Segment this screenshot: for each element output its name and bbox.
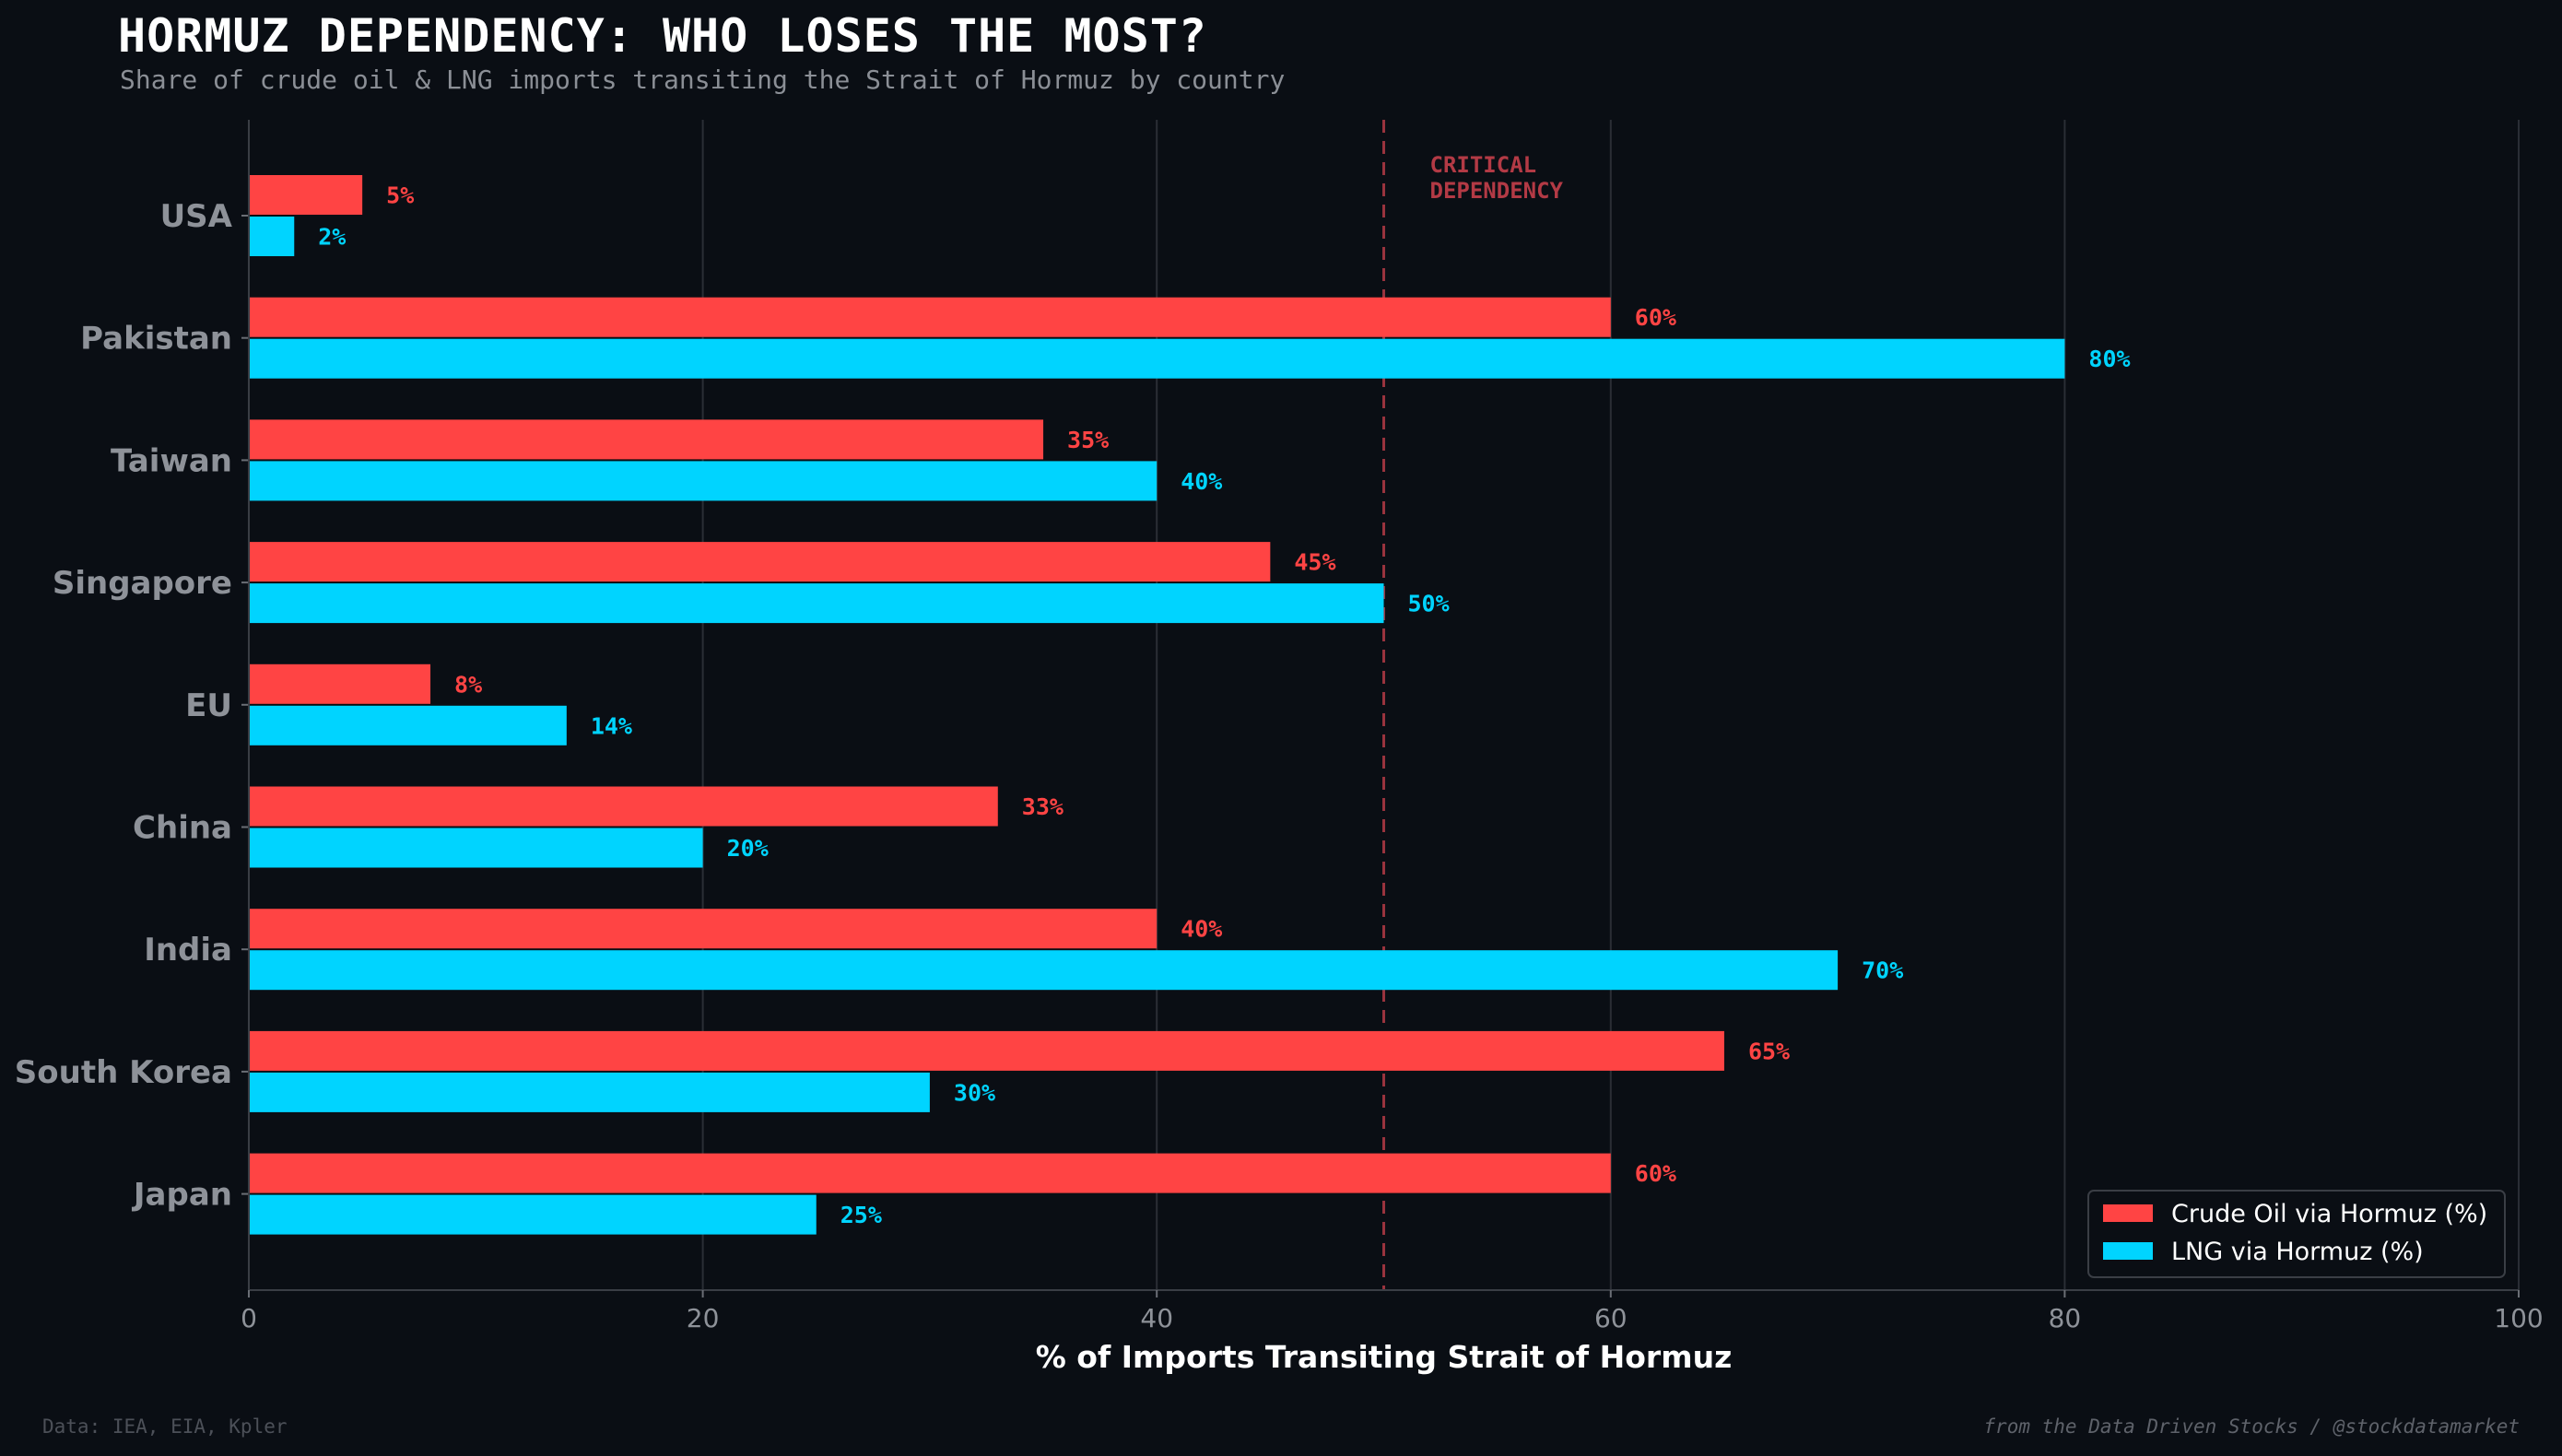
category-label-singapore: Singapore: [53, 565, 232, 602]
critical-label-line1: CRITICAL: [1430, 152, 1537, 178]
x-tick-label-0: 0: [241, 1303, 257, 1333]
bar-usa-lng: [249, 217, 295, 256]
category-label-taiwan: Taiwan: [111, 442, 232, 479]
category-label-pakistan: Pakistan: [80, 321, 232, 358]
value-label-pakistan-lng: 80%: [2088, 346, 2130, 372]
bar-eu-lng: [249, 705, 567, 746]
bar-india-crude: [249, 909, 1158, 949]
legend: Crude Oil via Hormuz (%) LNG via Hormuz (…: [2087, 1190, 2506, 1278]
value-label-south-korea-lng: 30%: [954, 1079, 995, 1106]
category-label-usa: USA: [160, 198, 233, 235]
chart-title: HORMUZ DEPENDENCY: WHO LOSES THE MOST?: [118, 9, 1207, 63]
legend-swatch-crude: [2103, 1204, 2153, 1222]
category-label-south-korea: South Korea: [15, 1054, 232, 1091]
bar-china-crude: [249, 786, 998, 827]
category-label-india: India: [144, 932, 232, 969]
value-label-singapore-crude: 45%: [1294, 549, 1335, 576]
bar-japan-crude: [249, 1153, 1611, 1193]
value-label-taiwan-lng: 40%: [1181, 468, 1222, 495]
value-label-india-crude: 40%: [1181, 916, 1222, 943]
value-label-japan-lng: 25%: [840, 1202, 882, 1228]
value-label-usa-crude: 5%: [386, 182, 414, 209]
critical-label-line2: DEPENDENCY: [1430, 178, 1564, 204]
value-label-south-korea-crude: 65%: [1748, 1038, 1790, 1064]
legend-box: [2087, 1190, 2506, 1278]
x-tick-label-20: 20: [687, 1303, 720, 1333]
bar-taiwan-lng: [249, 461, 1158, 501]
bar-usa-crude: [249, 175, 363, 215]
source-note: Data: IEA, EIA, Kpler: [42, 1415, 288, 1438]
legend-label-crude: Crude Oil via Hormuz (%): [2171, 1200, 2487, 1228]
x-tick-label-80: 80: [2049, 1303, 2082, 1333]
x-tick-label-40: 40: [1140, 1303, 1173, 1333]
x-axis-title: % of Imports Transiting Strait of Hormuz: [1036, 1339, 1733, 1375]
bar-singapore-crude: [249, 542, 1271, 582]
value-label-singapore-lng: 50%: [1408, 591, 1450, 617]
bar-taiwan-crude: [249, 419, 1044, 460]
bar-japan-lng: [249, 1194, 817, 1235]
bar-south-korea-lng: [249, 1072, 930, 1112]
value-label-china-crude: 33%: [1022, 793, 1064, 820]
bars: 5% 2% 60% 80% 35% 40% 45% 50% 8% 14% 33% 20% 40% 70% 6…: [249, 175, 2131, 1235]
bar-india-lng: [249, 950, 1839, 991]
axes: USA Pakistan Taiwan Singapore EU China India So…: [15, 120, 2544, 1375]
value-label-china-lng: 20%: [727, 835, 769, 862]
x-tick-label-60: 60: [1594, 1303, 1628, 1333]
value-label-taiwan-crude: 35%: [1067, 427, 1109, 453]
bar-pakistan-lng: [249, 338, 2065, 379]
value-label-india-lng: 70%: [1862, 957, 1903, 984]
category-label-eu: EU: [185, 687, 232, 724]
chart-subtitle: Share of crude oil & LNG imports transit…: [120, 65, 1286, 95]
bar-pakistan-crude: [249, 297, 1611, 337]
category-label-japan: Japan: [132, 1177, 232, 1214]
category-label-china: China: [133, 810, 232, 847]
bar-singapore-lng: [249, 583, 1384, 624]
legend-label-lng: LNG via Hormuz (%): [2171, 1238, 2424, 1266]
value-label-pakistan-crude: 60%: [1635, 304, 1676, 331]
bar-south-korea-crude: [249, 1030, 1724, 1071]
legend-swatch-lng: [2103, 1242, 2153, 1260]
bar-eu-crude: [249, 663, 431, 704]
value-label-usa-lng: 2%: [318, 224, 346, 251]
value-label-eu-crude: 8%: [454, 671, 482, 698]
bar-china-lng: [249, 828, 703, 868]
x-tick-label-100: 100: [2494, 1303, 2543, 1333]
credit-note: from the Data Driven Stocks / @stockdata…: [1983, 1415, 2520, 1438]
value-label-eu-lng: 14%: [591, 712, 632, 739]
value-label-japan-crude: 60%: [1635, 1160, 1676, 1187]
